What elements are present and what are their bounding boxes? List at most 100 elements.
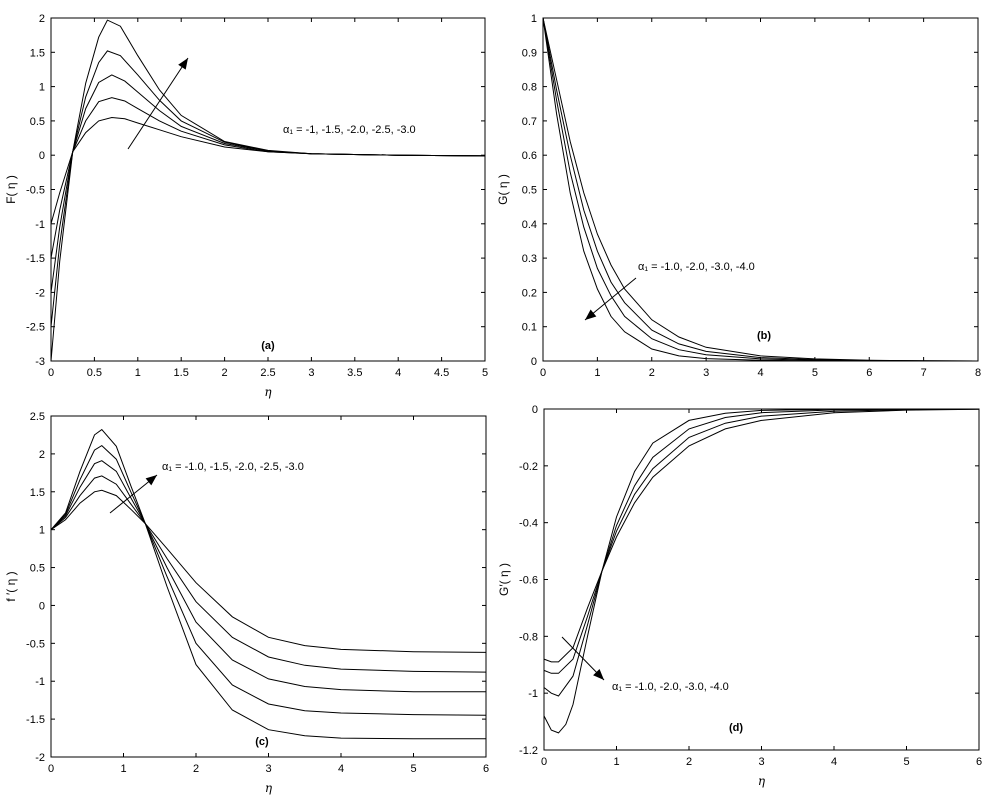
y-tick-label-d-4: -0.4: [519, 518, 538, 530]
series-line-a-3: [50, 50, 486, 327]
trend-arrowhead-d: [593, 668, 604, 680]
y-tick-label-c-3: -0.5: [26, 638, 45, 650]
series-line-d-3: [543, 408, 979, 734]
panel-label-d: (d): [729, 722, 743, 734]
x-tick-label-c-2: 2: [193, 763, 199, 775]
y-tick-label-c-6: 1: [39, 525, 45, 537]
x-tick-label-a-2: 1: [135, 367, 141, 379]
parameter-annotation-b: α₁ = -1.0, -2.0, -3.0, -4.0: [638, 261, 755, 273]
panel-c: 0 1 2 3 4 5 6 -2 -1.5 -1 -0.5 0 0.5 1 1.5 2 2.5 η f ′( η )…: [4, 411, 489, 795]
x-tick-label-b-3: 3: [703, 367, 709, 379]
y-tick-label-b-6: 0.6: [522, 150, 537, 162]
y-tick-label-b-7: 0.7: [522, 116, 537, 128]
x-tick-label-d-2: 2: [686, 756, 692, 768]
parameter-annotation-c: α₁ = -1.0, -1.5, -2.0, -2.5, -3.0: [162, 461, 304, 473]
series-line-a-4: [50, 19, 486, 362]
y-tick-label-a-8: 1: [39, 82, 45, 94]
x-tick-label-a-10: 5: [482, 367, 488, 379]
y-tick-label-c-7: 1.5: [30, 487, 45, 499]
x-tick-label-d-1: 1: [613, 756, 619, 768]
panel-label-a: (a): [261, 340, 275, 352]
panel-b: 0 1 2 3 4 5 6 7 8 0 0.1 0.2 0.3 0.4 0.5 0.6 0.7 0.8 0.9 1 G(…: [496, 13, 981, 379]
x-tick-label-c-4: 4: [338, 763, 344, 775]
series-line-b-1: [542, 17, 979, 362]
trend-arrowhead-a: [178, 58, 188, 70]
y-tick-label-a-9: 1.5: [30, 47, 45, 59]
y-tick-label-c-2: -1: [35, 676, 45, 688]
series-line-a-0: [50, 116, 486, 224]
x-tick-label-a-5: 2.5: [260, 367, 275, 379]
trend-arrow-a: [127, 57, 189, 150]
panel-label-b: (b): [757, 330, 771, 342]
parameter-annotation-a: α₁ = -1, -1.5, -2.0, -2.5, -3.0: [283, 124, 416, 136]
y-tick-label-d-3: -0.6: [519, 575, 538, 587]
y-tick-label-c-1: -1.5: [26, 714, 45, 726]
series-line-d-2: [543, 408, 980, 697]
x-tick-label-c-1: 1: [120, 763, 126, 775]
y-tick-label-a-3: -1.5: [26, 253, 45, 265]
y-tick-label-c-9: 2.5: [30, 411, 45, 423]
y-tick-label-a-1: -2.5: [26, 322, 45, 334]
y-tick-label-c-8: 2: [39, 449, 45, 461]
plot-frame-b: [542, 17, 979, 362]
x-tick-label-a-1: 0.5: [87, 367, 102, 379]
x-tick-label-c-3: 3: [265, 763, 271, 775]
y-tick-label-b-5: 0.5: [522, 185, 537, 197]
y-tick-label-a-7: 0.5: [30, 116, 45, 128]
y-tick-label-d-6: 0: [532, 404, 538, 416]
series-line-c-3: [50, 444, 487, 716]
plot-frame-a: [50, 17, 486, 362]
y-tick-label-a-5: -0.5: [26, 185, 45, 197]
x-tick-label-b-6: 6: [866, 367, 872, 379]
series-line-c-0: [50, 489, 487, 653]
y-tick-label-b-4: 0.4: [522, 219, 537, 231]
x-tick-label-d-0: 0: [541, 756, 547, 768]
series-line-c-4: [50, 428, 486, 740]
series-line-b-0: [542, 17, 979, 362]
series-line-b-2: [542, 17, 979, 362]
x-tick-label-b-2: 2: [649, 367, 655, 379]
y-tick-label-a-2: -2: [35, 287, 45, 299]
y-tick-label-c-4: 0: [39, 600, 45, 612]
y-tick-label-d-0: -1.2: [519, 745, 538, 757]
x-tick-label-a-6: 3: [308, 367, 314, 379]
x-tick-label-d-3: 3: [758, 756, 764, 768]
x-tick-label-a-3: 1.5: [174, 367, 189, 379]
x-tick-label-a-8: 4: [395, 367, 401, 379]
y-tick-label-b-1: 0.1: [522, 322, 537, 334]
y-tick-label-d-1: -1: [528, 688, 538, 700]
y-tick-label-a-6: 0: [39, 150, 45, 162]
series-line-b-3: [542, 17, 978, 362]
plot-frame-d: [543, 408, 980, 751]
x-tick-label-d-4: 4: [831, 756, 837, 768]
panel-label-c: (c): [255, 736, 269, 748]
y-tick-label-b-9: 0.9: [522, 47, 537, 59]
series-line-a-2: [50, 74, 486, 293]
y-axis-label-d: G′( η ): [497, 563, 511, 596]
y-tick-label-c-0: -2: [35, 752, 45, 764]
panel-a: 0 0.5 1 1.5 2 2.5 3 3.5 4 4.5 5 -3 -2.5 -2 -1.5 -1 -0.5 0…: [4, 13, 488, 399]
trend-arrowhead-c: [145, 475, 157, 486]
x-tick-label-b-8: 8: [975, 367, 981, 379]
y-axis-label-a: F( η ): [4, 175, 18, 204]
x-tick-label-a-7: 3.5: [347, 367, 362, 379]
y-tick-label-d-2: -0.8: [519, 631, 538, 643]
trend-arrow-b: [584, 277, 637, 321]
y-tick-label-a-10: 2: [39, 13, 45, 25]
x-tick-label-d-5: 5: [903, 756, 909, 768]
y-tick-label-b-10: 1: [531, 13, 537, 25]
series-line-a-1: [50, 97, 486, 259]
panel-d: 0 1 2 3 4 5 6 -1.2 -1 -0.8 -0.6 -0.4 -0.2 0 η G′( η ) α₁…: [497, 404, 982, 788]
x-axis-label-a: η: [264, 385, 272, 399]
x-axis-label-d: η: [758, 774, 766, 788]
y-tick-label-b-2: 0.2: [522, 287, 537, 299]
x-tick-label-a-4: 2: [222, 367, 228, 379]
y-tick-label-b-8: 0.8: [522, 82, 537, 94]
series-line-c-1: [50, 475, 487, 673]
x-tick-label-d-6: 6: [976, 756, 982, 768]
x-tick-label-c-0: 0: [48, 763, 54, 775]
x-tick-label-a-9: 4.5: [434, 367, 449, 379]
x-tick-label-c-6: 6: [483, 763, 489, 775]
series-line-d-0: [543, 408, 980, 663]
